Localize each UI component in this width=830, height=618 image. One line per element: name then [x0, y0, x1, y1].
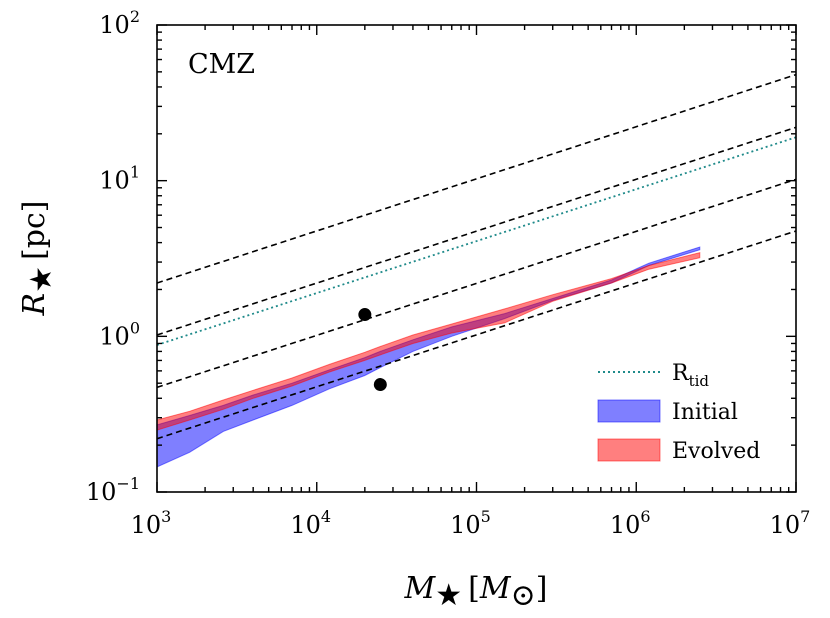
- y-axis-label: R★[pc]: [17, 201, 59, 317]
- legend-initial-label: Initial: [672, 400, 738, 425]
- dashed-line-4: [157, 230, 796, 440]
- plot-frame: [156, 24, 797, 493]
- x-tick-label: 107: [770, 507, 811, 539]
- band-evolved: [157, 251, 701, 431]
- y-tick-label: 10−1: [86, 474, 140, 506]
- cmz-annotation: CMZ: [188, 49, 255, 80]
- dashed-line-3: [157, 178, 796, 389]
- x-tick-label: 103: [131, 507, 172, 539]
- rtid-line: [157, 136, 796, 346]
- x-tick-label: 106: [610, 507, 651, 539]
- legend-evolved-swatch: [597, 438, 661, 462]
- legend-rtid-label: Rtid: [672, 361, 709, 390]
- point-2: [373, 378, 387, 392]
- dashed-line-1: [157, 73, 796, 284]
- y-tick-label: 102: [99, 7, 140, 39]
- y-tick-label: 101: [99, 163, 140, 195]
- y-tick-label: 100: [99, 318, 140, 350]
- x-tick-label: 105: [450, 507, 491, 539]
- legend-evolved-label: Evolved: [672, 439, 760, 464]
- dashed-line-2: [157, 126, 796, 336]
- point-1: [358, 308, 372, 322]
- legend-initial-swatch: [597, 399, 661, 423]
- x-tick-label: 104: [290, 507, 331, 539]
- x-axis-label: M★ [M⊙]: [404, 571, 548, 613]
- legend: Rtid Initial Evolved: [597, 361, 760, 464]
